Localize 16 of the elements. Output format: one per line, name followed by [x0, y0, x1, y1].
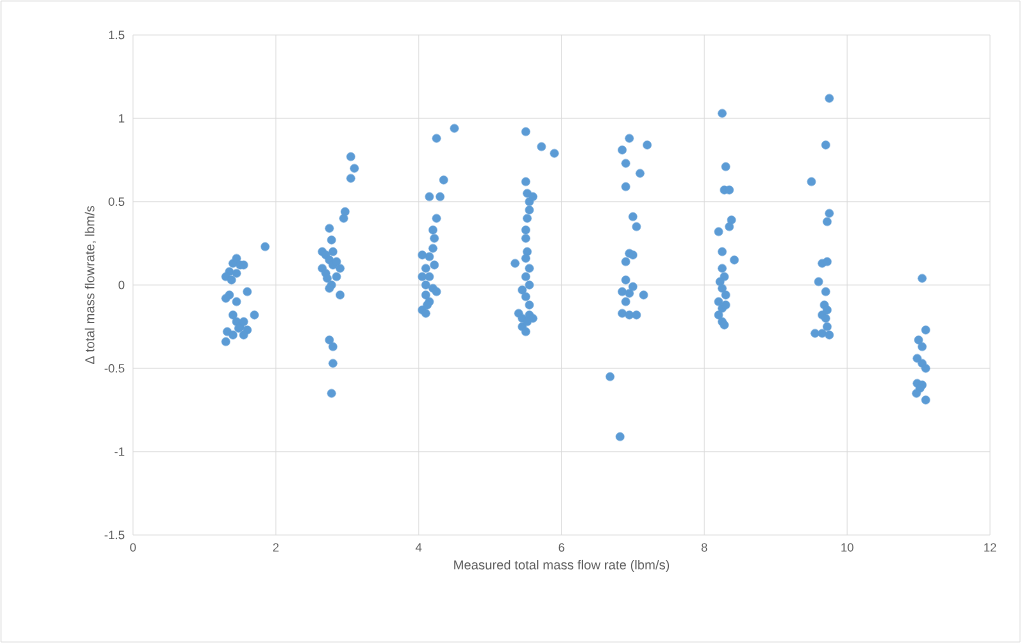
y-tick-label: 0.5 [108, 197, 125, 206]
x-tick-label: 4 [415, 543, 422, 552]
x-tick-label: 6 [558, 543, 565, 552]
y-tick-label: -0.5 [104, 364, 125, 373]
x-tick-label: 8 [701, 543, 708, 552]
y-axis-title: Δ total mass flowrate, lbm/s [84, 206, 96, 365]
x-tick-label: 10 [841, 543, 854, 552]
y-tick-label: 1 [119, 114, 125, 123]
y-tick-label: -1.5 [104, 530, 125, 540]
x-tick-label: 12 [984, 543, 997, 552]
y-tick-label: -1 [114, 447, 125, 456]
x-axis-title: Measured total mass flow rate (lbm/s) [454, 559, 670, 572]
y-tick-label: 1.5 [109, 30, 125, 40]
y-tick-label: 0 [118, 280, 125, 290]
x-tick-label: 0 [130, 543, 136, 552]
x-tick-label: 2 [273, 543, 279, 552]
